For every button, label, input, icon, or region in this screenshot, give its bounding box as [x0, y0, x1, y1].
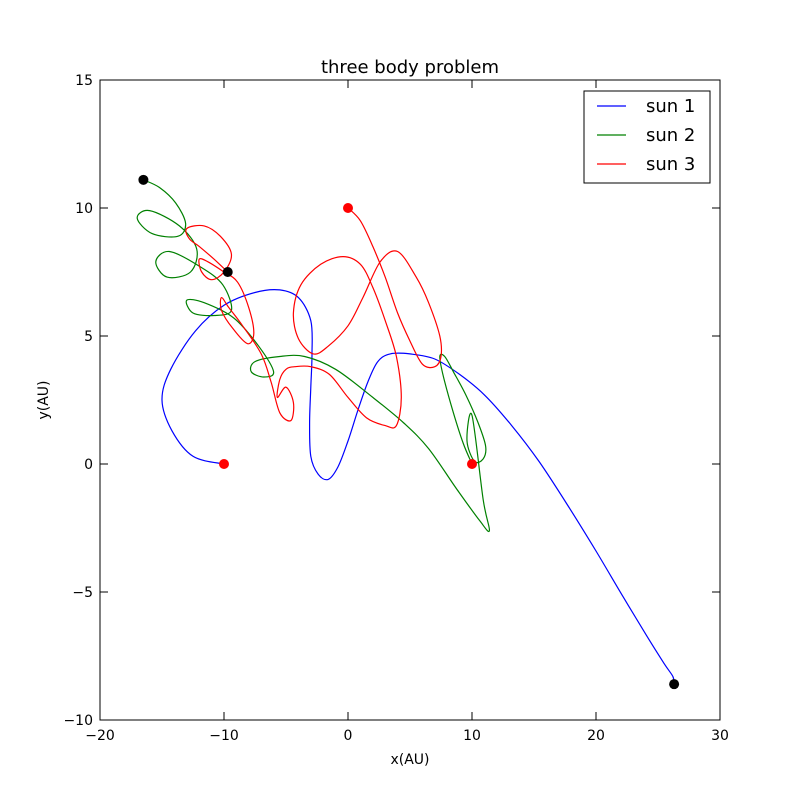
- series-line-2: [136, 179, 491, 533]
- y-tick-label: 10: [75, 201, 93, 217]
- chart-title: three body problem: [321, 57, 499, 78]
- end-marker-sun-2: [138, 174, 149, 185]
- end-marker-sun-3: [222, 267, 233, 277]
- x-tick-label: 0: [344, 728, 353, 744]
- y-tick-label: 0: [84, 457, 93, 473]
- series-line-1: [161, 289, 675, 685]
- plot-frame: [99, 79, 721, 721]
- y-tick-label: 5: [84, 329, 93, 345]
- legend: sun 1 sun 2 sun 3: [583, 90, 711, 184]
- y-axis: −10 −5 0 5 10 15: [63, 73, 720, 729]
- series-line-3: [185, 207, 443, 429]
- x-tick-label: −10: [209, 728, 239, 744]
- x-axis: −20 −10 0 10 20 30: [85, 80, 729, 744]
- legend-label-sun-1: sun 1: [646, 96, 695, 117]
- y-tick-label: −10: [63, 713, 93, 729]
- start-marker-sun-3: [343, 203, 353, 213]
- end-marker-sun-1: [669, 679, 680, 690]
- legend-label-sun-2: sun 2: [646, 125, 695, 146]
- x-tick-label: 30: [711, 728, 729, 744]
- x-axis-label: x(AU): [390, 752, 429, 768]
- start-marker-sun-1: [219, 459, 229, 469]
- legend-box: [583, 90, 711, 184]
- y-tick-label: −5: [72, 585, 93, 601]
- y-axis-label: y(AU): [36, 380, 52, 419]
- legend-label-sun-3: sun 3: [646, 154, 695, 175]
- y-tick-label: 15: [75, 73, 93, 89]
- marker-layer: [138, 174, 680, 690]
- series-layer: [136, 179, 675, 685]
- x-tick-label: 20: [587, 728, 605, 744]
- start-marker-sun-2: [467, 459, 477, 469]
- x-tick-label: 10: [463, 728, 481, 744]
- x-tick-label: −20: [85, 728, 115, 744]
